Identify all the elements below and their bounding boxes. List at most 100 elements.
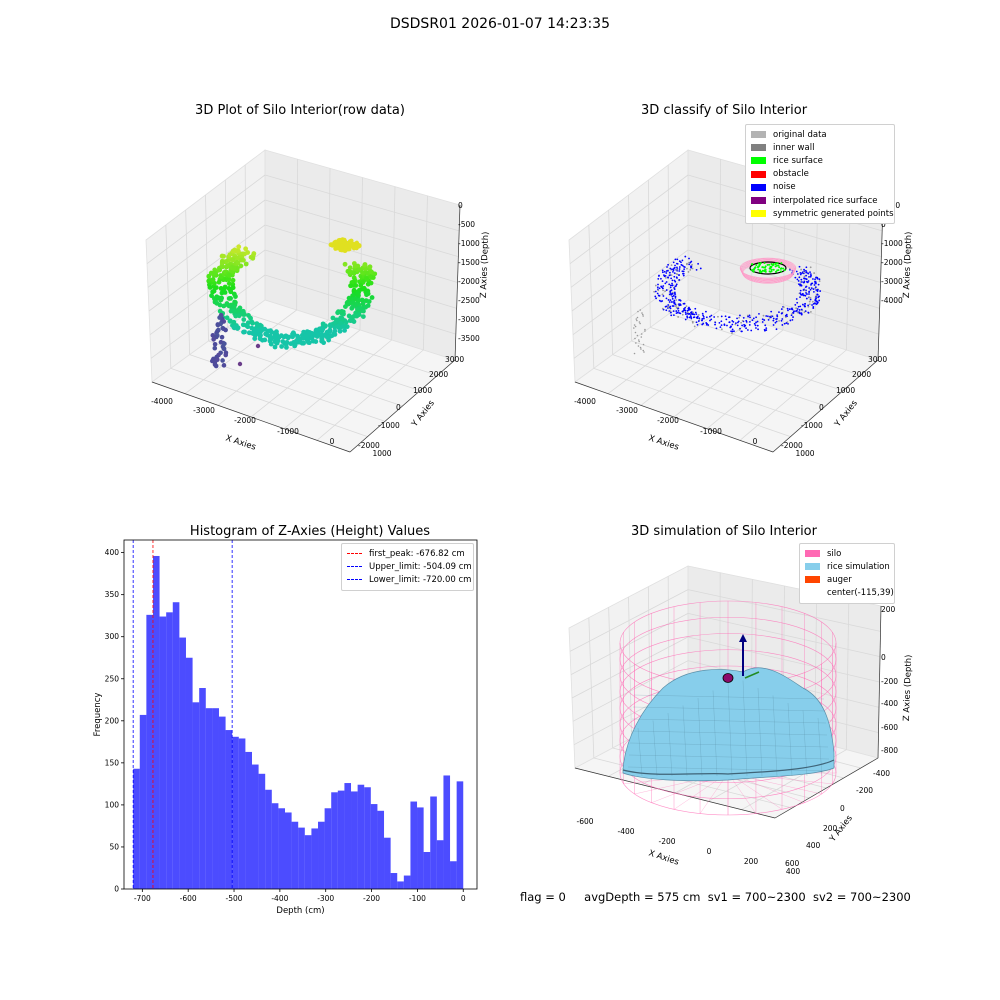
classify-point	[809, 310, 812, 313]
raw-point	[236, 313, 242, 319]
classify-point	[778, 319, 781, 322]
raw-point	[226, 286, 232, 291]
raw-point	[230, 285, 236, 291]
classify-point	[731, 323, 734, 326]
hist-bar	[357, 784, 365, 889]
classify-point	[633, 324, 636, 326]
classify-point	[657, 283, 659, 286]
raw-point	[329, 333, 335, 339]
sim-y-tick-label: 400	[806, 841, 821, 850]
classify-point	[688, 306, 690, 309]
classify-point	[796, 278, 799, 281]
sim-surface-mesh	[697, 697, 703, 777]
classify-y-tick-label: 1000	[836, 386, 855, 395]
classify-y-tick-label: 3000	[868, 355, 887, 364]
classify-point	[799, 289, 802, 292]
classify-point	[676, 268, 678, 271]
classify-point	[720, 315, 723, 318]
classify-point	[796, 273, 799, 275]
raw-point	[332, 240, 337, 245]
sim-y-tick-label: -200	[856, 786, 873, 795]
classify-z-tick-label: -3000	[881, 277, 903, 286]
classify-point	[705, 322, 708, 324]
hist-x-tick-label: 0	[461, 894, 466, 903]
raw-point	[235, 255, 241, 261]
raw-point	[212, 341, 218, 347]
classify-point	[668, 271, 671, 274]
classify-point	[803, 271, 805, 274]
raw-point	[215, 322, 221, 328]
classify-point	[817, 283, 820, 286]
simulation-plot-title: 3D simulation of Silo Interior	[631, 524, 817, 539]
raw-point	[326, 337, 332, 343]
classify-point	[689, 308, 692, 311]
classify-point	[705, 310, 707, 313]
raw-x-tick-label: -1000	[277, 427, 299, 436]
classify-point	[805, 291, 807, 294]
classify-point	[709, 315, 711, 318]
raw-point	[351, 287, 357, 293]
raw-point	[216, 279, 222, 285]
hist-bar	[403, 875, 411, 889]
classify-point	[673, 279, 676, 282]
raw-z-tick-label: -1000	[458, 239, 480, 248]
hist-bar	[410, 801, 418, 889]
hist-bar	[139, 714, 147, 889]
classify-point	[795, 298, 798, 300]
raw-point	[358, 283, 364, 288]
raw-point	[283, 342, 289, 347]
sim-x-tick-label: -600	[576, 817, 593, 826]
raw-point	[291, 339, 297, 345]
classify-3d-plot: -4000-3000-2000-100001000-2000-100001000…	[568, 149, 914, 458]
classify-point	[808, 303, 811, 306]
classify-point	[766, 263, 769, 266]
classify-x-tick-label: 1000	[795, 449, 814, 458]
hist-bar	[251, 764, 259, 889]
raw-point	[272, 334, 277, 340]
sim-surface-mesh	[667, 712, 673, 777]
raw-point	[313, 329, 319, 335]
classify-point	[665, 272, 668, 274]
classify-point	[674, 258, 677, 261]
classify-point	[819, 290, 822, 292]
raw-point	[362, 262, 368, 268]
raw-point	[342, 240, 348, 245]
classify-point	[778, 266, 781, 269]
classify-point	[657, 289, 660, 292]
classify-point	[804, 310, 807, 313]
classify-point	[671, 292, 674, 295]
raw-axis-line	[349, 359, 456, 453]
classify-point	[741, 319, 744, 322]
classify-point	[694, 307, 697, 310]
classify-point	[788, 308, 791, 311]
classify-point	[670, 264, 673, 267]
classify-point	[743, 325, 746, 328]
hist-bar	[146, 614, 153, 889]
legend-label: rice surface	[773, 155, 823, 166]
classify-point	[787, 309, 789, 312]
raw-point	[285, 335, 291, 341]
classify-point	[681, 259, 684, 262]
legend-label: rice simulation	[827, 561, 890, 572]
raw-point	[350, 304, 356, 310]
classify-point	[745, 319, 748, 322]
classify-point	[765, 315, 768, 317]
classify-point	[770, 268, 773, 271]
classify-point	[701, 312, 704, 315]
hist-bar	[278, 808, 286, 889]
raw-z-tick-label: -3000	[458, 315, 480, 324]
classify-point	[780, 267, 783, 270]
classify-point	[728, 321, 731, 324]
raw-point	[350, 300, 356, 306]
classify-point	[672, 261, 675, 264]
sim-z-tick-label: -400	[881, 699, 898, 708]
classify-point	[752, 270, 755, 273]
classify-point	[669, 286, 672, 289]
classify-point	[679, 299, 682, 302]
hist-y-tick-label: 400	[105, 548, 120, 557]
classify-point	[799, 281, 802, 283]
raw-point	[338, 320, 343, 326]
sim-surface-mesh	[628, 754, 830, 760]
legend-swatch	[347, 566, 362, 568]
hist-bar	[377, 810, 385, 889]
